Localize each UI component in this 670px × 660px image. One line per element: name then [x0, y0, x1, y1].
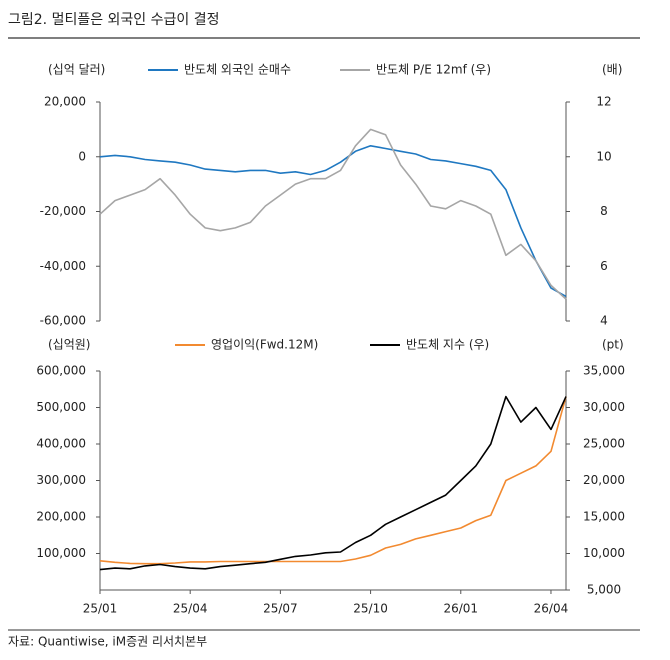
- x-tick-label: 25/01: [83, 602, 118, 616]
- y2-tick-label: 6: [600, 259, 608, 273]
- x-tick-label: 25/07: [263, 602, 298, 616]
- legend-label: 영업이익(Fwd.12M): [211, 338, 318, 352]
- x-tick-label: 26/04: [534, 602, 569, 616]
- figure-title: 그림2. 멀티플은 외국인 수급이 결정: [8, 12, 219, 28]
- y-tick-label: 20,000: [44, 95, 86, 109]
- y2-tick-label: 10,000: [583, 546, 625, 560]
- x-tick-label: 26/01: [443, 602, 478, 616]
- y-tick-label: 500,000: [36, 400, 86, 414]
- y2-tick-label: 8: [600, 204, 608, 218]
- y2-tick-label: 15,000: [583, 510, 625, 524]
- y-tick-label: 200,000: [36, 510, 86, 524]
- legend-label: 반도체 지수 (우): [406, 338, 489, 352]
- y-axis-label: (십억 달러): [48, 63, 105, 77]
- y2-axis-label: (배): [602, 63, 622, 77]
- y-tick-label: 0: [78, 149, 86, 163]
- y-tick-label: -40,000: [40, 259, 86, 273]
- series-line: [99, 145, 567, 298]
- y2-axis-label: (pt): [602, 338, 624, 352]
- y2-tick-label: 12: [596, 95, 611, 109]
- x-tick-label: 25/10: [353, 602, 388, 616]
- series-line: [99, 396, 567, 565]
- y2-tick-label: 10: [596, 149, 611, 163]
- y-tick-label: -20,000: [40, 204, 86, 218]
- legend-label: 반도체 외국인 순매수: [184, 63, 291, 77]
- y2-tick-label: 35,000: [583, 364, 625, 378]
- y-axis-label: (십억원): [48, 338, 90, 352]
- y2-tick-label: 25,000: [583, 437, 625, 451]
- y-tick-label: 100,000: [36, 546, 86, 560]
- y-tick-label: 600,000: [36, 364, 86, 378]
- y2-tick-label: 20,000: [583, 473, 625, 487]
- series-line: [99, 128, 567, 300]
- y-tick-label: -60,000: [40, 314, 86, 328]
- y-tick-label: 400,000: [36, 437, 86, 451]
- y-tick-label: 300,000: [36, 473, 86, 487]
- legend-label: 반도체 P/E 12mf (우): [376, 63, 491, 77]
- y2-tick-label: 5,000: [587, 583, 621, 597]
- y2-tick-label: 30,000: [583, 400, 625, 414]
- y2-tick-label: 4: [600, 314, 608, 328]
- x-tick-label: 25/04: [173, 602, 208, 616]
- source: 자료: Quantiwise, iM증권 리서치본부: [8, 635, 207, 649]
- series-line: [99, 395, 567, 571]
